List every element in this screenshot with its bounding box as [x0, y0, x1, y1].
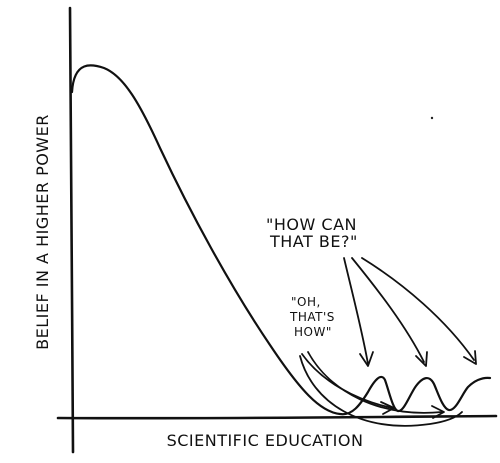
arrow-how-can-3 [361, 257, 475, 361]
annotation-oh-line-1: "OH, [291, 295, 321, 309]
arrow-how-can-1 [343, 257, 369, 365]
arrowhead-how-can-2 [415, 351, 428, 367]
arrowhead-oh-thats-how-1 [380, 401, 395, 415]
annotation-oh-line-2: THAT'S [289, 310, 335, 324]
stray-dot [430, 116, 434, 120]
arrowhead-oh-thats-how-2 [431, 405, 445, 419]
series-line [70, 64, 492, 416]
y-axis-label: BELIEF IN A HIGHER POWER [33, 114, 52, 350]
x-axis [56, 414, 498, 420]
annotation-oh-line-3: HOW" [294, 325, 332, 339]
arrow-oh-thats-how-3 [299, 355, 463, 427]
annotation-how-can-line-1: "HOW CAN [266, 215, 357, 234]
y-axis [68, 6, 75, 454]
arrowhead-how-can-3 [463, 350, 477, 365]
arrow-how-can-2 [351, 257, 425, 363]
annotation-how-can-line-2: THAT BE?" [269, 232, 358, 251]
arrowhead-how-can-1 [359, 351, 374, 367]
arrow-oh-thats-how-2 [307, 351, 443, 414]
arrow-oh-thats-how-1 [301, 353, 393, 409]
x-axis-label: SCIENTIFIC EDUCATION [167, 431, 364, 450]
